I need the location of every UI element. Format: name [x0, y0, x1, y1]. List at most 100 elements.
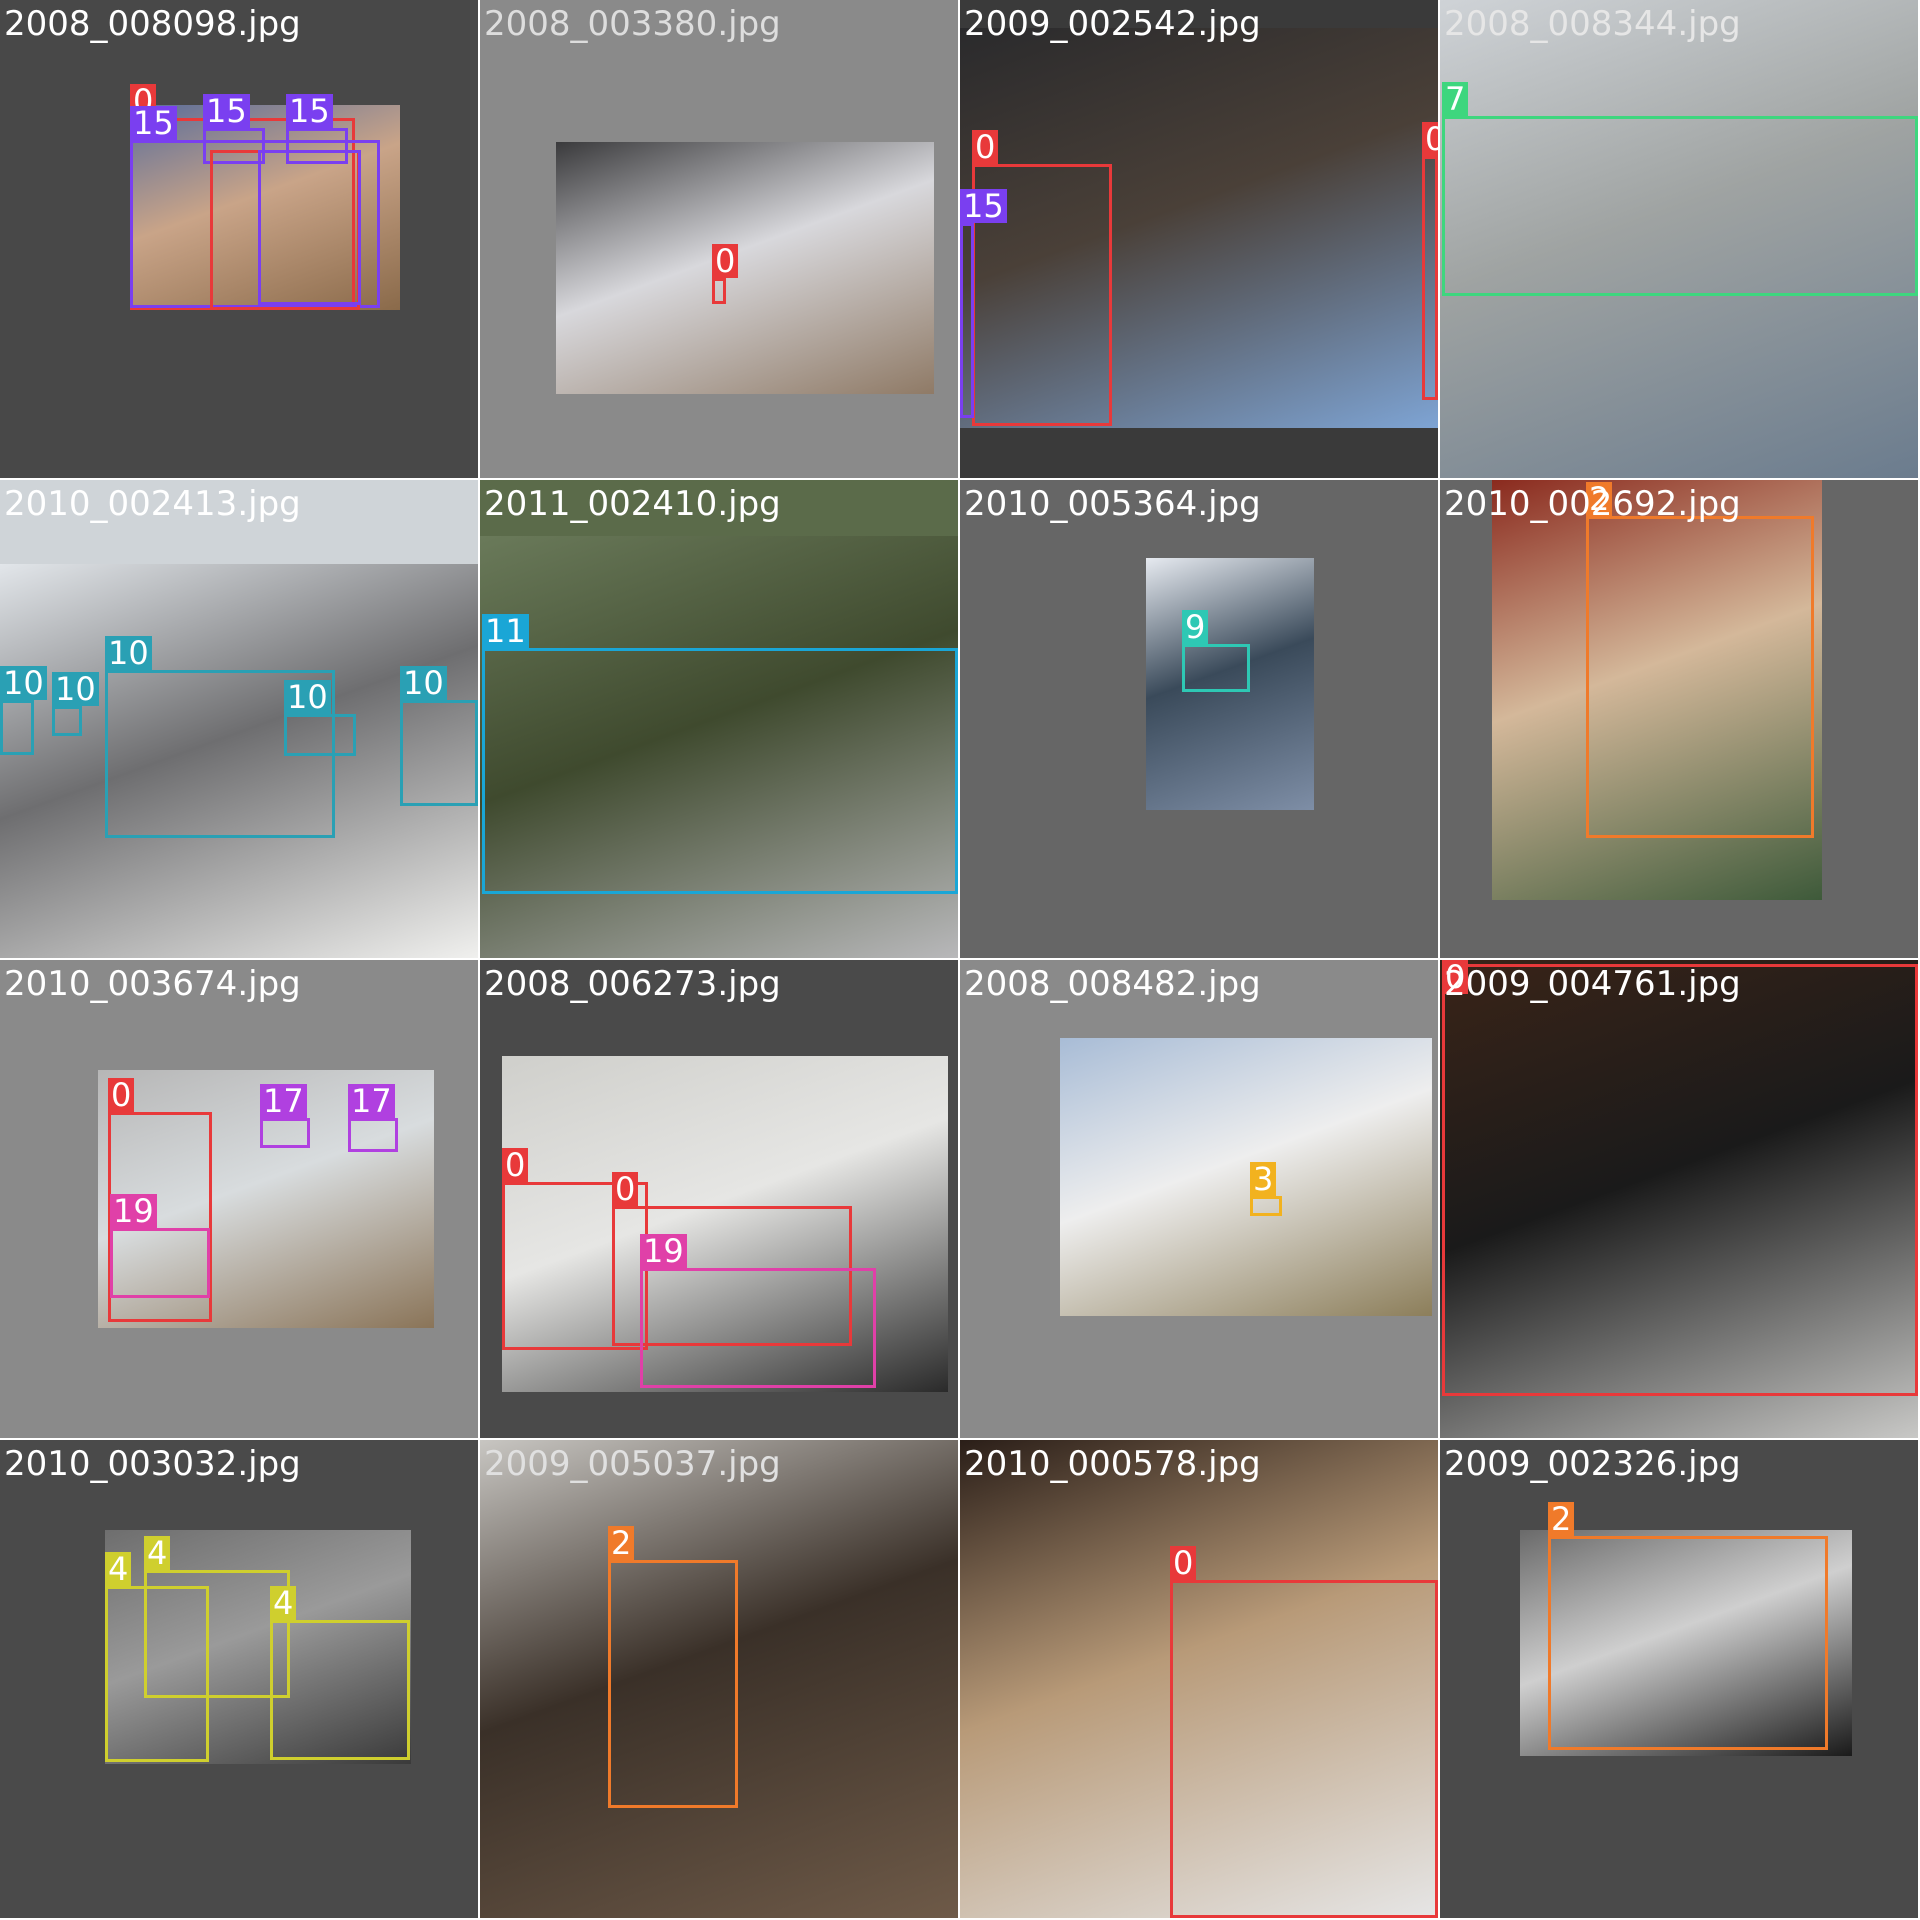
- tile-photo: [1492, 480, 1822, 900]
- tile-filename: 2009_002326.jpg: [1444, 1444, 1741, 1484]
- tile-photo: [1440, 960, 1918, 1438]
- tile-filename: 2008_003380.jpg: [484, 4, 781, 44]
- bbox-class-15: [130, 140, 380, 308]
- bbox-class-4: [144, 1570, 290, 1698]
- bbox-label: 0: [612, 1172, 639, 1206]
- bbox-label: 0: [1442, 960, 1469, 994]
- image-tile[interactable]: 0 19 17 17 2010_003674.jpg: [0, 960, 478, 1438]
- bbox-class-4: [270, 1620, 410, 1760]
- tile-filename: 2008_008482.jpg: [964, 964, 1261, 1004]
- bbox-class-0: [712, 278, 726, 304]
- tile-filename: 2010_003674.jpg: [4, 964, 301, 1004]
- tile-photo: [0, 564, 478, 958]
- bbox-label: 10: [0, 666, 47, 700]
- bbox-label: 4: [105, 1552, 132, 1586]
- image-tile[interactable]: 3 2008_008482.jpg: [960, 960, 1438, 1438]
- tile-photo: [960, 1440, 1438, 1918]
- tile-photo: [556, 142, 934, 394]
- bbox-class-15: [203, 128, 265, 164]
- image-tile[interactable]: 9 2010_005364.jpg: [960, 480, 1438, 958]
- bbox-class-17: [260, 1118, 310, 1148]
- bbox-class-10: [0, 700, 34, 755]
- bbox-label: 10: [52, 672, 99, 706]
- bbox-class-9: [1182, 644, 1250, 692]
- bbox-label: 15: [286, 94, 333, 128]
- bbox-class-10: [400, 700, 478, 806]
- tile-photo: [1060, 1038, 1432, 1316]
- image-tile[interactable]: 2 2010_002692.jpg: [1440, 480, 1918, 958]
- bbox-label: 0: [1422, 122, 1438, 156]
- bbox-label: 0: [108, 1078, 135, 1112]
- bbox-label: 2: [1586, 482, 1613, 516]
- bbox-label: 19: [110, 1194, 157, 1228]
- bbox-label: 9: [1182, 610, 1209, 644]
- bbox-class-11: [482, 648, 958, 894]
- bbox-label: 10: [105, 636, 152, 670]
- bbox-class-10: [52, 706, 82, 736]
- bbox-class-4: [105, 1586, 209, 1762]
- bbox-label: 4: [144, 1536, 171, 1570]
- tile-photo: [480, 1440, 958, 1918]
- bbox-class-17: [348, 1118, 398, 1152]
- tile-filename: 2011_002410.jpg: [484, 484, 781, 524]
- image-tile[interactable]: 0 2008_003380.jpg: [480, 0, 958, 478]
- bbox-label: 0: [1170, 1546, 1197, 1580]
- tile-filename: 2010_003032.jpg: [4, 1444, 301, 1484]
- bbox-label: 10: [400, 666, 447, 700]
- bbox-class-2: [1586, 516, 1814, 838]
- bbox-label: 2: [1548, 1502, 1575, 1536]
- image-tile[interactable]: 11 2011_002410.jpg: [480, 480, 958, 958]
- bbox-label: 7: [1442, 82, 1469, 116]
- tile-filename: 2009_004761.jpg: [1444, 964, 1741, 1004]
- bbox-class-0: [1422, 156, 1438, 400]
- bbox-label: 0: [502, 1148, 529, 1182]
- tile-filename: 2010_002692.jpg: [1444, 484, 1741, 524]
- bbox-class-19: [640, 1268, 876, 1388]
- tile-photo: [1146, 558, 1314, 810]
- bbox-class-0: [108, 1112, 212, 1322]
- image-tile[interactable]: 10 10 10 10 10 2010_002413.jpg: [0, 480, 478, 958]
- bbox-class-2: [608, 1560, 738, 1808]
- bbox-label: 3: [1250, 1162, 1277, 1196]
- tile-filename: 2009_002542.jpg: [964, 4, 1261, 44]
- bbox-label: 15: [203, 94, 250, 128]
- bbox-class-0: [1442, 964, 1918, 1396]
- tile-photo: [480, 536, 958, 958]
- bbox-class-15: [960, 223, 974, 418]
- tile-photo: [960, 28, 1438, 428]
- bbox-label: 0: [972, 130, 999, 164]
- bbox-class-7: [1442, 116, 1918, 296]
- bbox-class-19: [110, 1228, 210, 1298]
- image-tile[interactable]: 0 0 19 2008_006273.jpg: [480, 960, 958, 1438]
- image-tile[interactable]: 0 15 15 15 2008_008098.jpg: [0, 0, 478, 478]
- bbox-label: 10: [284, 680, 331, 714]
- image-tile[interactable]: 2 2009_005037.jpg: [480, 1440, 958, 1918]
- bbox-class-3: [1250, 1196, 1282, 1216]
- tile-photo: [1440, 0, 1918, 478]
- bbox-label: 15: [960, 189, 1007, 223]
- bbox-class-2: [1548, 1536, 1828, 1750]
- image-tile[interactable]: 0 2009_004761.jpg: [1440, 960, 1918, 1438]
- tile-photo: [1520, 1530, 1852, 1756]
- bbox-label: 11: [482, 614, 529, 648]
- bbox-class-0: [1170, 1580, 1438, 1918]
- bbox-class-0: [612, 1206, 852, 1346]
- image-tile[interactable]: 0 15 0 2009_002542.jpg: [960, 0, 1438, 478]
- tile-filename: 2010_000578.jpg: [964, 1444, 1261, 1484]
- tile-filename: 2009_005037.jpg: [484, 1444, 781, 1484]
- bbox-class-15: [286, 128, 348, 164]
- image-tile[interactable]: 2 2009_002326.jpg: [1440, 1440, 1918, 1918]
- tile-filename: 2010_005364.jpg: [964, 484, 1261, 524]
- bbox-label: 4: [270, 1586, 297, 1620]
- bbox-class-15: [258, 150, 361, 305]
- image-tile[interactable]: 4 4 4 2010_003032.jpg: [0, 1440, 478, 1918]
- bbox-label: 15: [130, 106, 177, 140]
- bbox-label: 19: [640, 1234, 687, 1268]
- tile-filename: 2008_006273.jpg: [484, 964, 781, 1004]
- bbox-class-10: [284, 714, 356, 756]
- image-tile[interactable]: 7 2008_008344.jpg: [1440, 0, 1918, 478]
- image-tile[interactable]: 0 2010_000578.jpg: [960, 1440, 1438, 1918]
- tile-filename: 2008_008344.jpg: [1444, 4, 1741, 44]
- tile-filename: 2010_002413.jpg: [4, 484, 301, 524]
